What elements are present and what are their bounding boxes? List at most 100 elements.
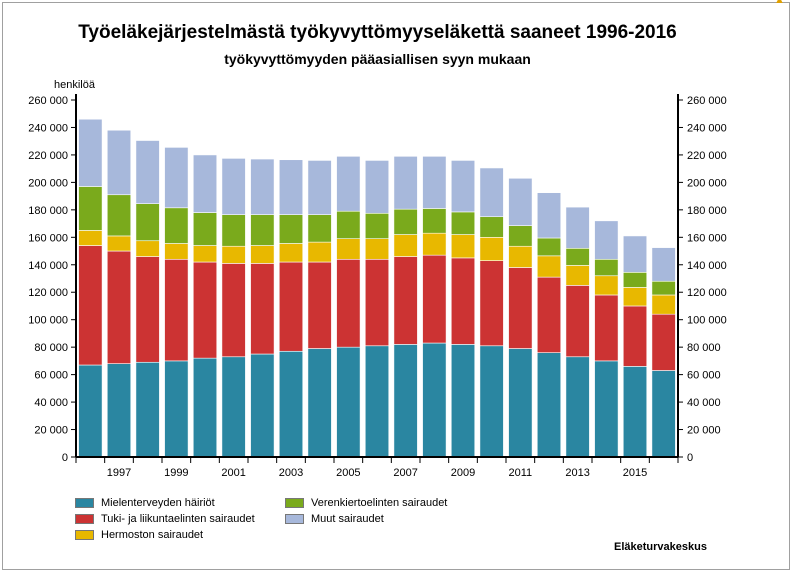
y-tick-label-right: 180 000 <box>687 205 727 217</box>
bar-segment <box>106 363 132 458</box>
bar-segment <box>221 263 246 358</box>
y-tick-label-left: 140 000 <box>28 260 68 272</box>
bar-segment <box>106 194 132 237</box>
y-tick-label-left: 80 000 <box>34 342 68 354</box>
bar-segment <box>508 267 533 349</box>
x-tick-label: 1999 <box>164 467 188 479</box>
bar-segment <box>364 258 390 347</box>
bar-segment <box>221 158 246 215</box>
bar-segment <box>106 235 132 252</box>
bar-segment <box>307 241 332 263</box>
bar-segment <box>135 361 160 458</box>
bar-segment <box>508 348 533 458</box>
legend-swatch <box>75 498 94 508</box>
bar-segment <box>450 160 476 213</box>
bar-segment <box>651 247 676 282</box>
chart-subtitle: työkyvyttömyyden pääasiallisen syyn muka… <box>224 51 531 67</box>
bar-segment <box>364 212 390 239</box>
y-tick-label-left: 260 000 <box>28 95 68 107</box>
bar-segment <box>622 235 648 273</box>
legend-item: Hermoston sairaudet <box>75 528 203 542</box>
bar-segment <box>278 214 304 244</box>
bar-segment <box>393 344 418 458</box>
x-tick-label: 2007 <box>393 467 417 479</box>
bar-segment <box>450 344 476 458</box>
legend-item: Muut sairaudet <box>285 512 384 526</box>
bar-segment <box>307 160 332 215</box>
y-tick-label-right: 160 000 <box>687 232 727 244</box>
y-tick-label-left: 0 <box>62 452 68 464</box>
bar-segment <box>336 238 361 260</box>
bar-segment <box>622 272 648 288</box>
y-tick-label-right: 0 <box>687 452 693 464</box>
bar-segment <box>164 243 189 260</box>
bar-segment <box>164 207 189 244</box>
x-tick-label: 2009 <box>451 467 475 479</box>
bar-segment <box>221 245 246 264</box>
bar-segment <box>536 276 562 353</box>
bar-segment <box>393 156 418 210</box>
x-tick-label: 2015 <box>623 467 647 479</box>
bar-segment <box>221 214 246 247</box>
y-tick-label-right: 140 000 <box>687 260 727 272</box>
bar-segment <box>192 261 218 359</box>
y-tick-label-left: 160 000 <box>28 232 68 244</box>
bar-segment <box>78 186 103 231</box>
legend-label: Verenkiertoelinten sairaudet <box>311 497 448 509</box>
legend-item: Verenkiertoelinten sairaudet <box>285 496 447 510</box>
bar-segment <box>651 294 676 315</box>
y-tick-label-left: 100 000 <box>28 315 68 327</box>
bar-segment <box>565 356 590 458</box>
y-tick-label-left: 220 000 <box>28 150 68 162</box>
bar-segment <box>479 167 504 218</box>
bar-segment <box>336 210 361 239</box>
bar-segment <box>594 220 619 260</box>
legend-swatch <box>285 514 304 524</box>
bar-segment <box>479 345 504 458</box>
bar-segment <box>565 247 590 266</box>
legend-item: Tuki- ja liikuntaelinten sairaudet <box>75 512 255 526</box>
bar-segment <box>364 345 390 458</box>
bar-segment <box>250 245 275 264</box>
bar-segment <box>250 214 275 246</box>
bar-segment <box>135 256 160 363</box>
bar-segment <box>307 348 332 458</box>
y-tick-label-left: 20 000 <box>34 425 68 437</box>
bar-segment <box>78 230 103 246</box>
y-tick-label-right: 240 000 <box>687 122 727 134</box>
bar-segment <box>594 360 619 458</box>
bar-segment <box>336 156 361 212</box>
corner-mark-icon: ▲ <box>774 0 785 6</box>
bar-segment <box>450 257 476 345</box>
bar-segment <box>565 285 590 358</box>
legend-item: Mielenterveyden häiriöt <box>75 496 215 510</box>
bar-segment <box>565 206 590 249</box>
bar-segment <box>364 238 390 260</box>
bar-segment <box>106 129 132 196</box>
y-tick-label-left: 240 000 <box>28 122 68 134</box>
bar-segment <box>250 263 275 355</box>
y-tick-label-right: 40 000 <box>687 397 721 409</box>
y-tick-label-right: 100 000 <box>687 315 727 327</box>
y-tick-label-left: 120 000 <box>28 287 68 299</box>
y-tick-label-right: 200 000 <box>687 177 727 189</box>
bar-segment <box>278 350 304 458</box>
bar-segment <box>192 212 218 246</box>
chart-frame <box>2 2 790 570</box>
x-tick-label: 2005 <box>336 467 360 479</box>
y-tick-label-left: 200 000 <box>28 177 68 189</box>
legend-swatch <box>75 514 94 524</box>
bar-segment <box>307 214 332 243</box>
bar-segment <box>278 159 304 215</box>
bar-segment <box>422 208 447 234</box>
x-tick-label: 2003 <box>279 467 303 479</box>
bar-segment <box>651 313 676 371</box>
bar-segment <box>622 305 648 367</box>
legend: Mielenterveyden häiriöt Tuki- ja liikunt… <box>75 494 495 544</box>
bar-segment <box>422 342 447 458</box>
y-tick-label-right: 260 000 <box>687 95 727 107</box>
x-tick-label: 2001 <box>221 467 245 479</box>
bar-segment <box>135 203 160 242</box>
bar-segment <box>106 250 132 364</box>
